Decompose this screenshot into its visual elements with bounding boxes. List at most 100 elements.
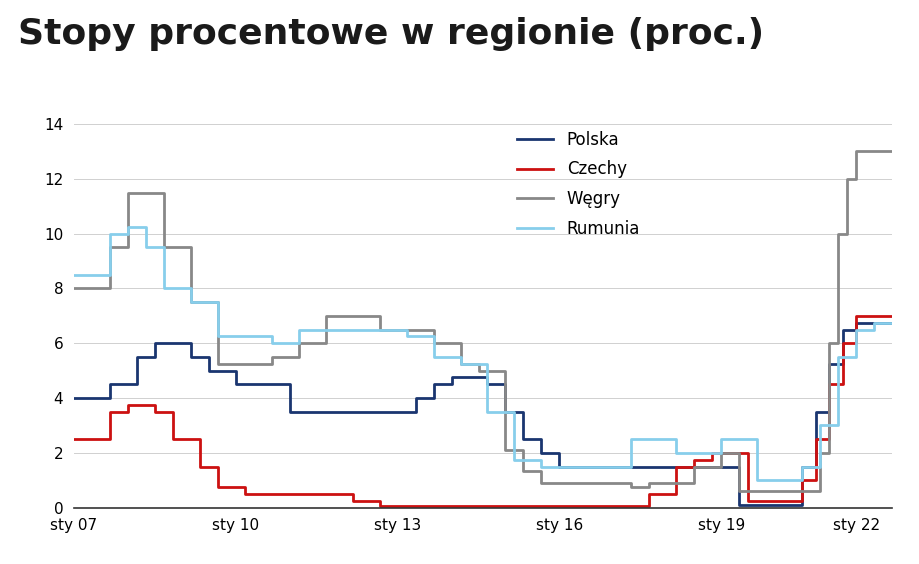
Węgry: [122, 189, 133, 196]
Węgry: [320, 312, 331, 319]
Węgry: [239, 360, 250, 367]
Rumunia: [886, 319, 897, 326]
Czechy: [86, 436, 97, 443]
Węgry: [733, 488, 744, 495]
Polska: [463, 374, 474, 381]
Węgry: [643, 479, 654, 486]
Rumunia: [104, 230, 115, 237]
Węgry: [536, 479, 547, 486]
Rumunia: [86, 271, 97, 278]
Polska: [410, 395, 421, 402]
Polska: [715, 463, 726, 470]
Polska: [769, 501, 780, 508]
Polska: [167, 340, 178, 347]
Czechy: [455, 503, 466, 510]
Polska: [185, 354, 196, 360]
Polska: [796, 463, 807, 470]
Czechy: [733, 450, 744, 456]
Polska: [427, 381, 438, 387]
Czechy: [868, 312, 879, 319]
Węgry: [401, 326, 412, 333]
Węgry: [832, 230, 843, 237]
Rumunia: [320, 326, 331, 333]
Rumunia: [536, 463, 547, 470]
Polska: [733, 501, 744, 508]
Czechy: [427, 503, 438, 510]
Polska: [499, 408, 510, 415]
Węgry: [211, 360, 222, 367]
Polska: [104, 381, 115, 387]
Rumunia: [266, 340, 277, 347]
Rumunia: [607, 463, 618, 470]
Węgry: [140, 189, 151, 196]
Czechy: [401, 503, 412, 510]
Węgry: [293, 340, 304, 347]
Węgry: [455, 360, 466, 367]
Polska: [886, 319, 897, 326]
Polska: [365, 408, 376, 415]
Polska: [203, 367, 214, 374]
Czechy: [688, 456, 699, 463]
Rumunia: [401, 333, 412, 340]
Rumunia: [643, 436, 654, 443]
Rumunia: [589, 463, 600, 470]
Węgry: [823, 340, 834, 347]
Polska: [337, 408, 348, 415]
Czechy: [850, 312, 861, 319]
Rumunia: [482, 408, 493, 415]
Line: Czechy: Czechy: [74, 316, 891, 506]
Polska: [607, 463, 618, 470]
Czechy: [743, 497, 754, 504]
Węgry: [499, 447, 510, 453]
Polska: [823, 360, 834, 367]
Czechy: [823, 381, 834, 387]
Polska: [580, 463, 591, 470]
Rumunia: [158, 285, 169, 292]
Rumunia: [688, 450, 699, 456]
Węgry: [751, 488, 762, 495]
Węgry: [427, 340, 438, 347]
Czechy: [536, 503, 547, 510]
Węgry: [868, 148, 879, 155]
Legend: Polska, Czechy, Węgry, Rumunia: Polska, Czechy, Węgry, Rumunia: [509, 124, 646, 244]
Polska: [688, 463, 699, 470]
Rumunia: [733, 436, 744, 443]
Polska: [230, 381, 241, 387]
Polska: [311, 408, 322, 415]
Rumunia: [796, 463, 807, 470]
Rumunia: [346, 326, 357, 333]
Węgry: [886, 148, 897, 155]
Czechy: [886, 312, 897, 319]
Polska: [149, 340, 160, 347]
Rumunia: [769, 477, 780, 483]
Węgry: [553, 479, 564, 486]
Polska: [482, 381, 493, 387]
Czechy: [706, 450, 717, 456]
Rumunia: [374, 326, 385, 333]
Polska: [751, 501, 762, 508]
Czechy: [562, 503, 573, 510]
Rumunia: [211, 333, 222, 340]
Rumunia: [508, 456, 519, 463]
Czechy: [374, 503, 385, 510]
Rumunia: [553, 463, 564, 470]
Węgry: [625, 484, 636, 491]
Węgry: [715, 450, 726, 456]
Czechy: [760, 497, 771, 504]
Węgry: [104, 244, 115, 251]
Węgry: [517, 467, 528, 474]
Czechy: [617, 503, 628, 510]
Węgry: [86, 285, 97, 292]
Polska: [86, 395, 97, 402]
Polska: [130, 354, 142, 360]
Rumunia: [293, 326, 304, 333]
Polska: [810, 408, 821, 415]
Czechy: [670, 463, 681, 470]
Węgry: [688, 463, 699, 470]
Polska: [536, 450, 547, 456]
Polska: [553, 463, 564, 470]
Węgry: [850, 148, 861, 155]
Rumunia: [140, 244, 151, 251]
Węgry: [814, 450, 825, 456]
Rumunia: [239, 333, 250, 340]
